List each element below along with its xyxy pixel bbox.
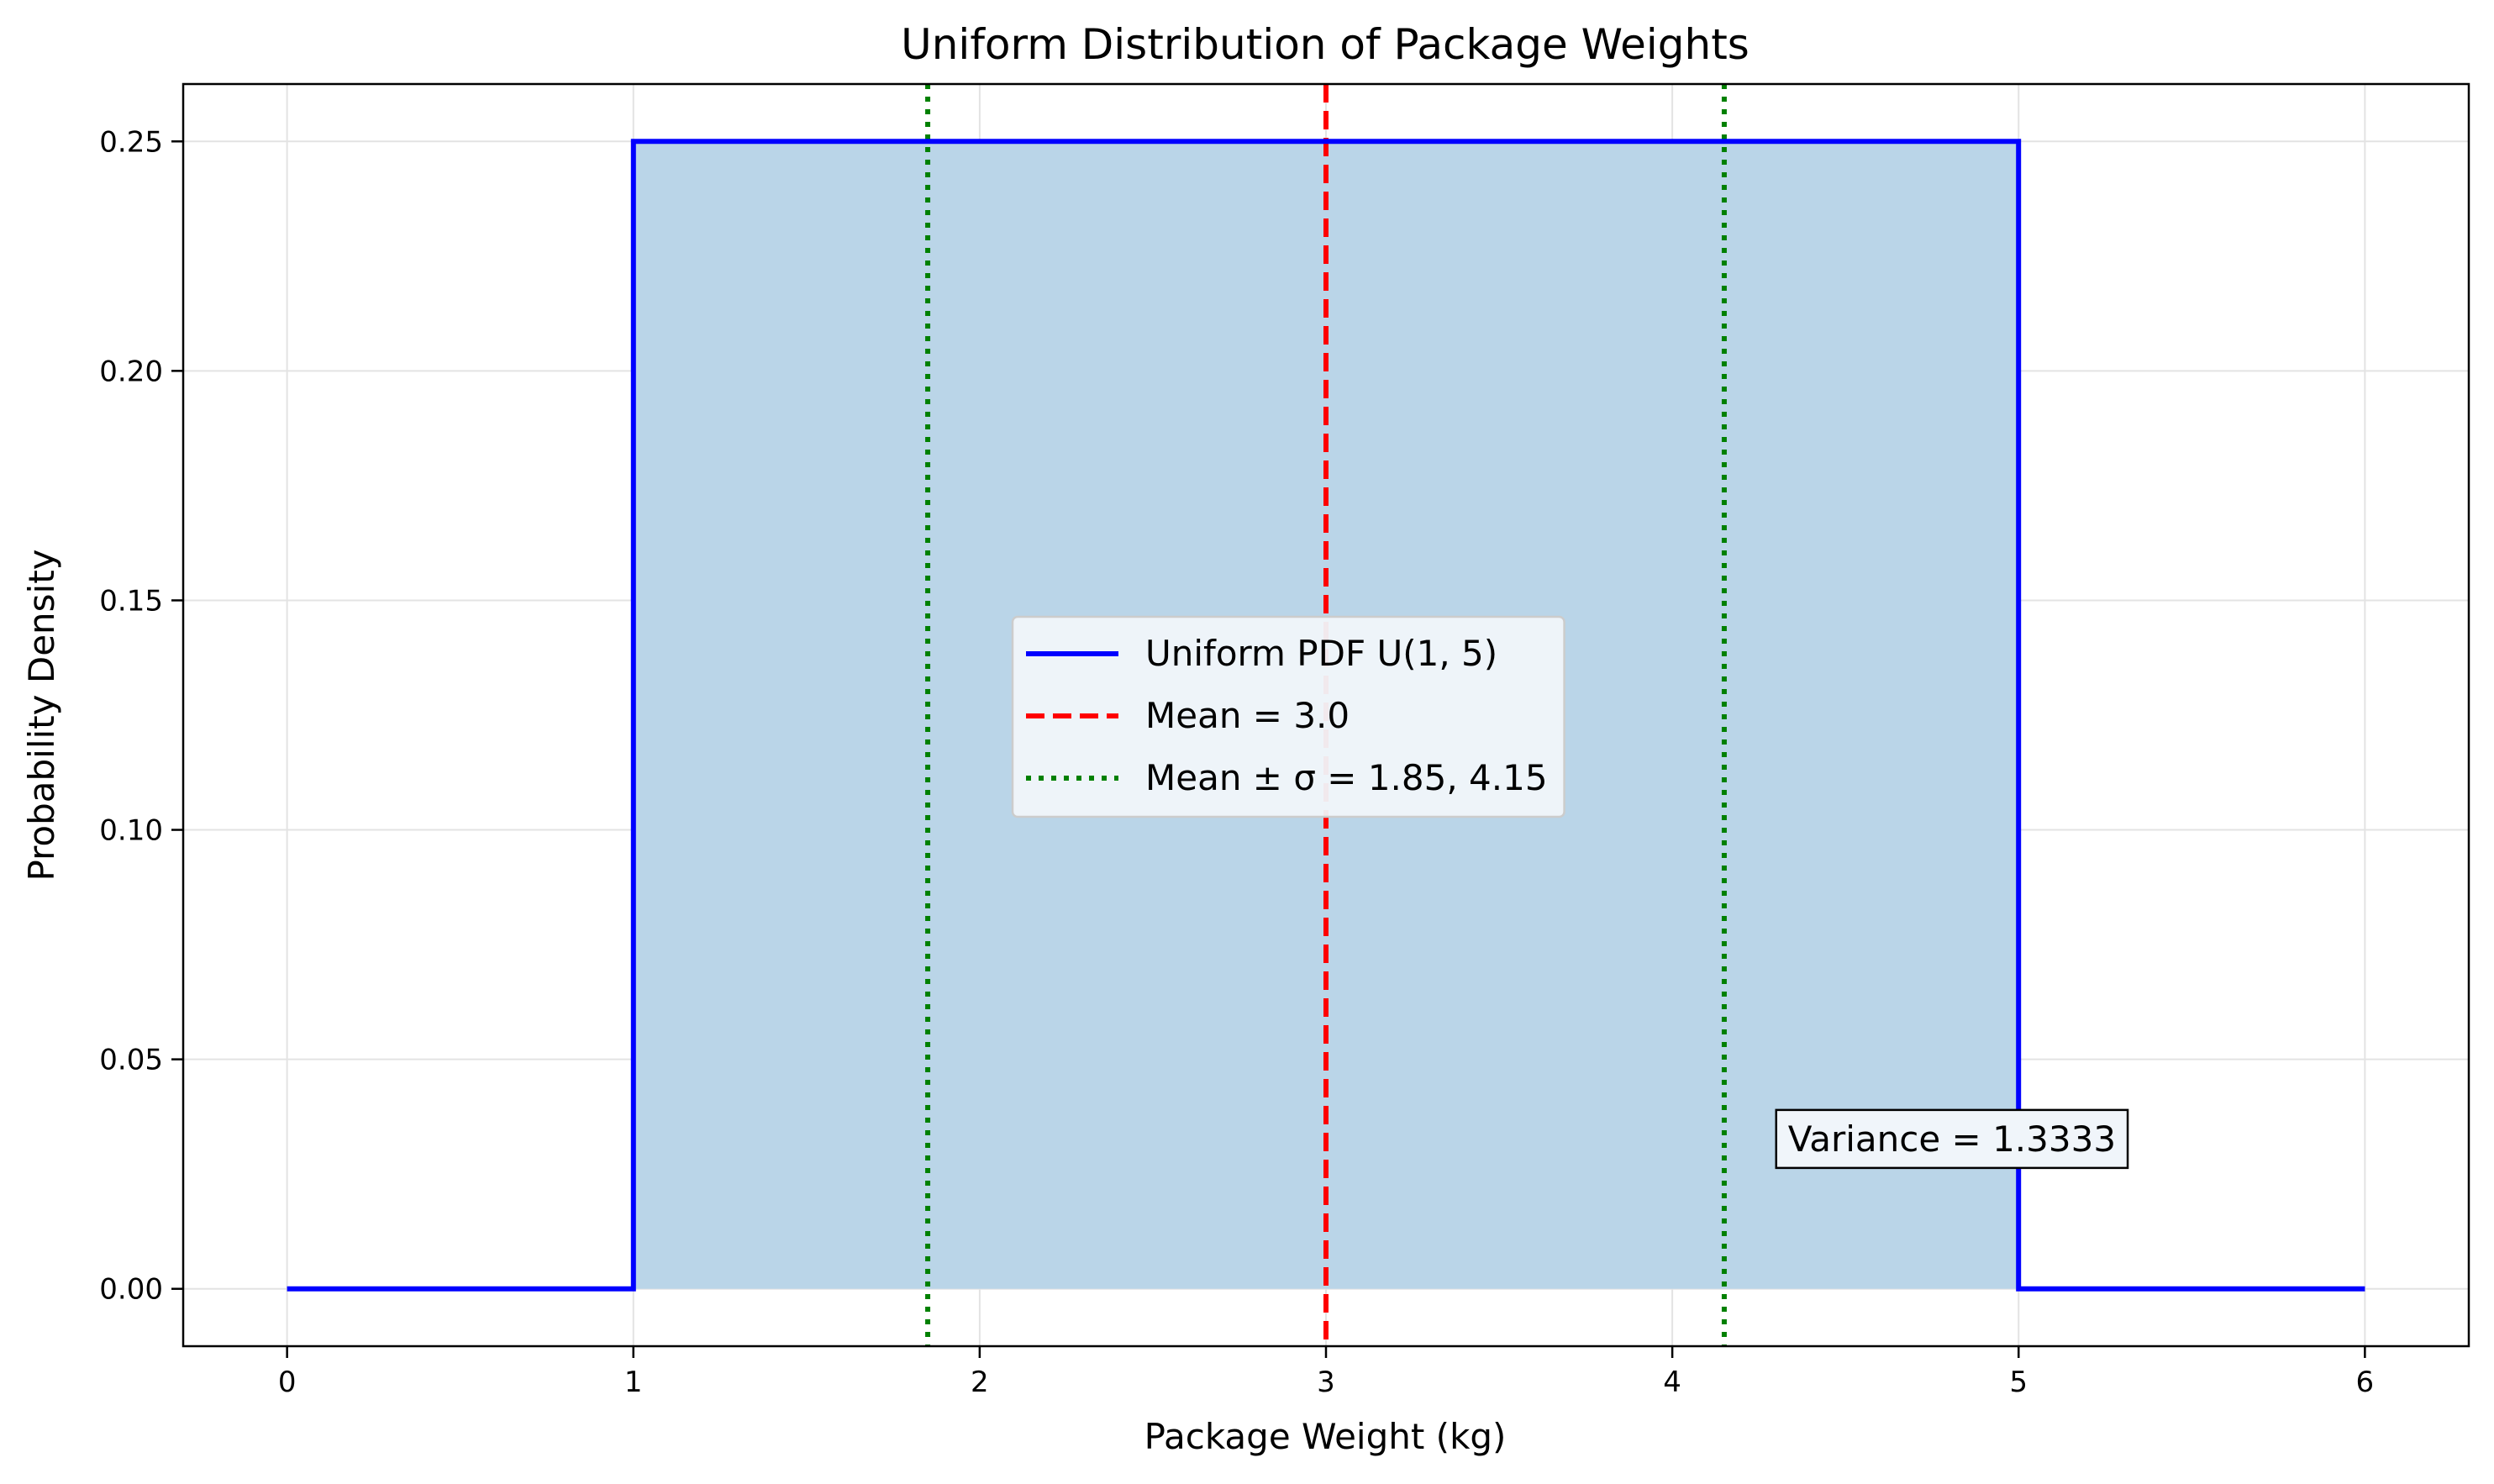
y-tick-label-3: 0.15 [99, 584, 163, 618]
y-tick-label-1: 0.05 [99, 1044, 163, 1077]
legend-frame [1011, 615, 1565, 818]
legend-label-1: Mean = 3.0 [1145, 695, 1350, 736]
x-tick-label-3: 3 [1317, 1366, 1335, 1399]
x-axis-label: Package Weight (kg) [1144, 1416, 1507, 1457]
x-tick-label-0: 0 [278, 1366, 297, 1399]
x-tick-label-5: 5 [2009, 1366, 2028, 1399]
x-tick-label-1: 1 [624, 1366, 643, 1399]
legend-label-0: Uniform PDF U(1, 5) [1145, 633, 1497, 674]
annotation-0: Variance = 1.3333 [1775, 1108, 2129, 1170]
annotation-box [1775, 1108, 2129, 1170]
legend: Uniform PDF U(1, 5) Mean = 3.0 Mean ± σ = … [1011, 615, 1565, 818]
annotation-text: Variance = 1.3333 [1788, 1118, 2116, 1160]
series-layer [287, 139, 2365, 1292]
y-tick-label-5: 0.25 [99, 125, 163, 159]
y-tick-label-2: 0.10 [99, 814, 163, 848]
legend-label-2: Mean ± σ = 1.85, 4.15 [1145, 757, 1548, 798]
x-tick-label-2: 2 [971, 1366, 989, 1399]
x-tick-label-6: 6 [2356, 1366, 2375, 1399]
y-ticks: 0.00 0.05 0.10 0.15 0.20 0.25 [99, 125, 183, 1307]
x-tick-label-4: 4 [1663, 1366, 1681, 1399]
x-ticks: 0 1 2 3 4 5 6 [278, 1346, 2374, 1399]
y-axis-label: Probability Density [21, 549, 62, 881]
y-tick-label-0: 0.00 [99, 1273, 163, 1307]
y-tick-label-4: 0.20 [99, 355, 163, 388]
series-line-0 [287, 139, 2365, 1292]
chart-title: Uniform Distribution of Package Weights [901, 20, 1749, 69]
annotation-layer: Variance = 1.3333 [1775, 1108, 2129, 1170]
